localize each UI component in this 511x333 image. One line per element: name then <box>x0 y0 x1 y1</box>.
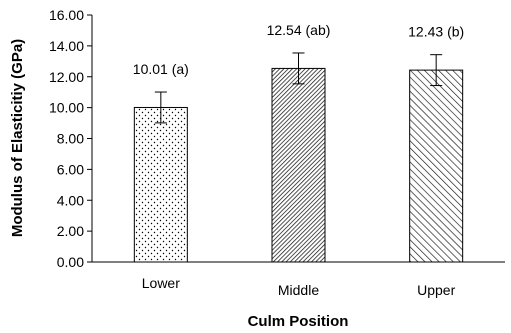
bars <box>133 67 464 263</box>
x-axis-categories: Lower Middle Upper <box>142 275 456 298</box>
x-category-label: Middle <box>278 282 319 298</box>
x-category-label: Upper <box>417 282 455 298</box>
y-tick-label: 4.00 <box>57 192 84 208</box>
data-label: 10.01 (a) <box>133 61 189 77</box>
y-tick-label: 12.00 <box>49 69 84 85</box>
y-tick-label: 6.00 <box>57 161 84 177</box>
y-tick-label: 8.00 <box>57 131 84 147</box>
bar-lower <box>133 106 188 263</box>
y-tick-label: 0.00 <box>57 254 84 270</box>
bar-upper <box>409 69 464 263</box>
data-label: 12.54 (ab) <box>267 22 331 38</box>
y-tick-label: 2.00 <box>57 223 84 239</box>
y-axis-ticks: 0.00 2.00 4.00 6.00 8.00 10.00 12.00 14.00 16.00 <box>49 7 92 270</box>
x-category-label: Lower <box>142 275 180 291</box>
data-labels: 10.01 (a) 12.54 (ab) 12.43 (b) <box>133 22 464 77</box>
y-tick-label: 10.00 <box>49 100 84 116</box>
y-axis-title: Modulus of Elasticitiy (GPa) <box>9 39 26 237</box>
error-bars <box>154 52 443 124</box>
x-axis-title: Culm Position <box>248 313 349 330</box>
data-label: 12.43 (b) <box>408 24 464 40</box>
y-tick-label: 16.00 <box>49 7 84 23</box>
y-tick-label: 14.00 <box>49 38 84 54</box>
bar-middle <box>271 67 326 263</box>
